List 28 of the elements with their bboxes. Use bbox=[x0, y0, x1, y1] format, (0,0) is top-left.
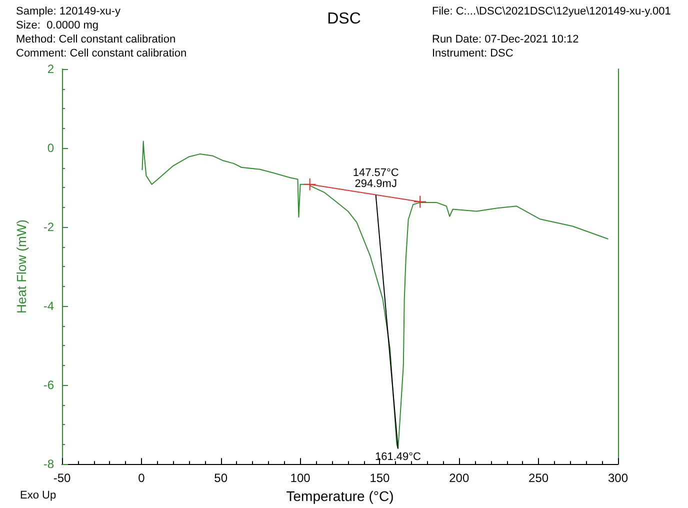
x-tick-label: 50 bbox=[214, 471, 228, 486]
y-tick-label: -8 bbox=[43, 457, 54, 472]
chart-title: DSC bbox=[327, 10, 361, 28]
x-tick-label: 250 bbox=[528, 471, 549, 486]
y-tick-label: -2 bbox=[43, 220, 54, 234]
x-tick-label: 200 bbox=[449, 471, 470, 486]
text: Run Date: 07-Dec-2021 10:12 bbox=[432, 34, 579, 46]
line-series bbox=[142, 140, 608, 449]
text: Method: Cell constant calibration bbox=[16, 34, 176, 46]
x-tick-label: 300 bbox=[608, 471, 628, 486]
text: Size: 0.0000 mg bbox=[16, 20, 99, 32]
text: Comment: Cell constant calibration bbox=[16, 48, 187, 60]
x-tick-label: 100 bbox=[290, 471, 311, 486]
text: Sample: 120149-xu-y bbox=[16, 6, 122, 18]
y-tick-label: 2 bbox=[47, 62, 54, 76]
text: Exo Up bbox=[20, 490, 56, 502]
text: File: C:...\DSC\2021DSC\12yue\120149-xu-y.001 bbox=[432, 6, 671, 18]
y-tick-label: -6 bbox=[43, 378, 54, 392]
y-tick-label: -4 bbox=[43, 299, 54, 314]
x-axis-title: Temperature (°C) bbox=[286, 488, 394, 504]
annotation: 161.49°C bbox=[374, 450, 422, 463]
y-tick-label: 0 bbox=[47, 141, 54, 156]
text: Instrument: DSC bbox=[432, 48, 514, 60]
x-tick-label: 150 bbox=[370, 471, 390, 486]
annotation: 147.57°C 294.9mJ bbox=[352, 166, 399, 190]
y-axis-title: Heat Flow (mW) bbox=[14, 220, 29, 314]
x-tick-label: -50 bbox=[53, 471, 71, 486]
x-tick-label: 0 bbox=[138, 471, 146, 486]
